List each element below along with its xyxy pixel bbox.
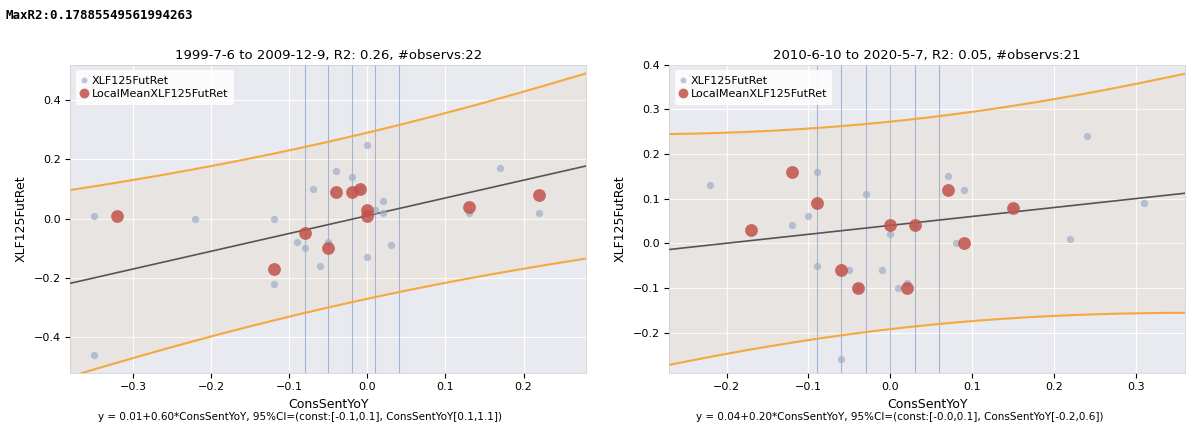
Point — [1061, 235, 1080, 242]
Point — [358, 212, 377, 219]
Point — [872, 267, 892, 273]
Point — [350, 186, 370, 193]
Point — [264, 215, 283, 222]
Legend: XLF125FutRet, LocalMeanXLF125FutRet: XLF125FutRet, LocalMeanXLF125FutRet — [674, 70, 833, 105]
Point — [358, 206, 377, 213]
Point — [938, 186, 958, 193]
Title: 2010-6-10 to 2020-5-7, R2: 0.05, #observs:21: 2010-6-10 to 2020-5-7, R2: 0.05, #observ… — [773, 49, 1081, 62]
Point — [889, 285, 908, 291]
Point — [529, 192, 548, 199]
Point — [782, 222, 802, 229]
Point — [1134, 200, 1153, 207]
Point — [808, 168, 827, 175]
Point — [799, 213, 818, 220]
Point — [881, 231, 900, 238]
Point — [84, 212, 103, 219]
Point — [288, 239, 307, 246]
Point — [848, 285, 868, 291]
Text: y = 0.04+0.20*ConsSentYoY, 95%CI=(const:[-0.0,0.1], ConsSentYoY[-0.2,0.6]): y = 0.04+0.20*ConsSentYoY, 95%CI=(const:… — [696, 412, 1104, 422]
Y-axis label: XLF125FutRet: XLF125FutRet — [14, 176, 28, 262]
Point — [848, 285, 868, 291]
Point — [304, 186, 323, 193]
Title: 1999-7-6 to 2009-12-9, R2: 0.26, #observs:22: 1999-7-6 to 2009-12-9, R2: 0.26, #observ… — [175, 49, 482, 62]
Legend: XLF125FutRet, LocalMeanXLF125FutRet: XLF125FutRet, LocalMeanXLF125FutRet — [76, 70, 234, 105]
Point — [264, 280, 283, 287]
Point — [701, 182, 720, 189]
Point — [342, 174, 361, 181]
Point — [373, 209, 392, 216]
Point — [1003, 204, 1022, 211]
Point — [856, 191, 875, 198]
Point — [898, 280, 917, 287]
Point — [832, 267, 851, 273]
Point — [529, 209, 548, 216]
Point — [954, 186, 973, 193]
Text: MaxR2:0.17885549561994263: MaxR2:0.17885549561994263 — [6, 9, 193, 22]
Point — [460, 209, 479, 216]
Point — [350, 186, 370, 193]
Point — [905, 222, 924, 229]
Point — [946, 240, 965, 247]
Point — [808, 200, 827, 207]
Point — [326, 168, 346, 175]
Point — [808, 262, 827, 269]
Point — [358, 141, 377, 148]
Point — [366, 206, 385, 213]
Point — [264, 266, 283, 273]
X-axis label: ConsSentYoY: ConsSentYoY — [887, 398, 967, 411]
Point — [1078, 132, 1097, 139]
Point — [84, 351, 103, 358]
X-axis label: ConsSentYoY: ConsSentYoY — [288, 398, 368, 411]
Point — [358, 254, 377, 261]
Point — [840, 267, 859, 273]
Y-axis label: XLF125FutRet: XLF125FutRet — [614, 176, 626, 262]
Point — [108, 212, 127, 219]
Point — [782, 168, 802, 175]
Point — [491, 165, 510, 172]
Point — [898, 285, 917, 291]
Point — [460, 204, 479, 210]
Point — [832, 356, 851, 363]
Point — [186, 215, 205, 222]
Point — [295, 245, 314, 252]
Point — [742, 227, 761, 233]
Point — [373, 198, 392, 204]
Point — [938, 173, 958, 180]
Point — [311, 263, 330, 270]
Text: y = 0.01+0.60*ConsSentYoY, 95%CI=(const:[-0.1,0.1], ConsSentYoY[0.1,1.1]): y = 0.01+0.60*ConsSentYoY, 95%CI=(const:… — [98, 412, 502, 422]
Point — [342, 189, 361, 196]
Point — [954, 240, 973, 247]
Point — [881, 222, 900, 229]
Point — [319, 239, 338, 246]
Point — [905, 222, 924, 229]
Point — [295, 230, 314, 237]
Point — [326, 189, 346, 196]
Point — [1003, 204, 1022, 211]
Point — [319, 245, 338, 252]
Point — [382, 242, 401, 249]
